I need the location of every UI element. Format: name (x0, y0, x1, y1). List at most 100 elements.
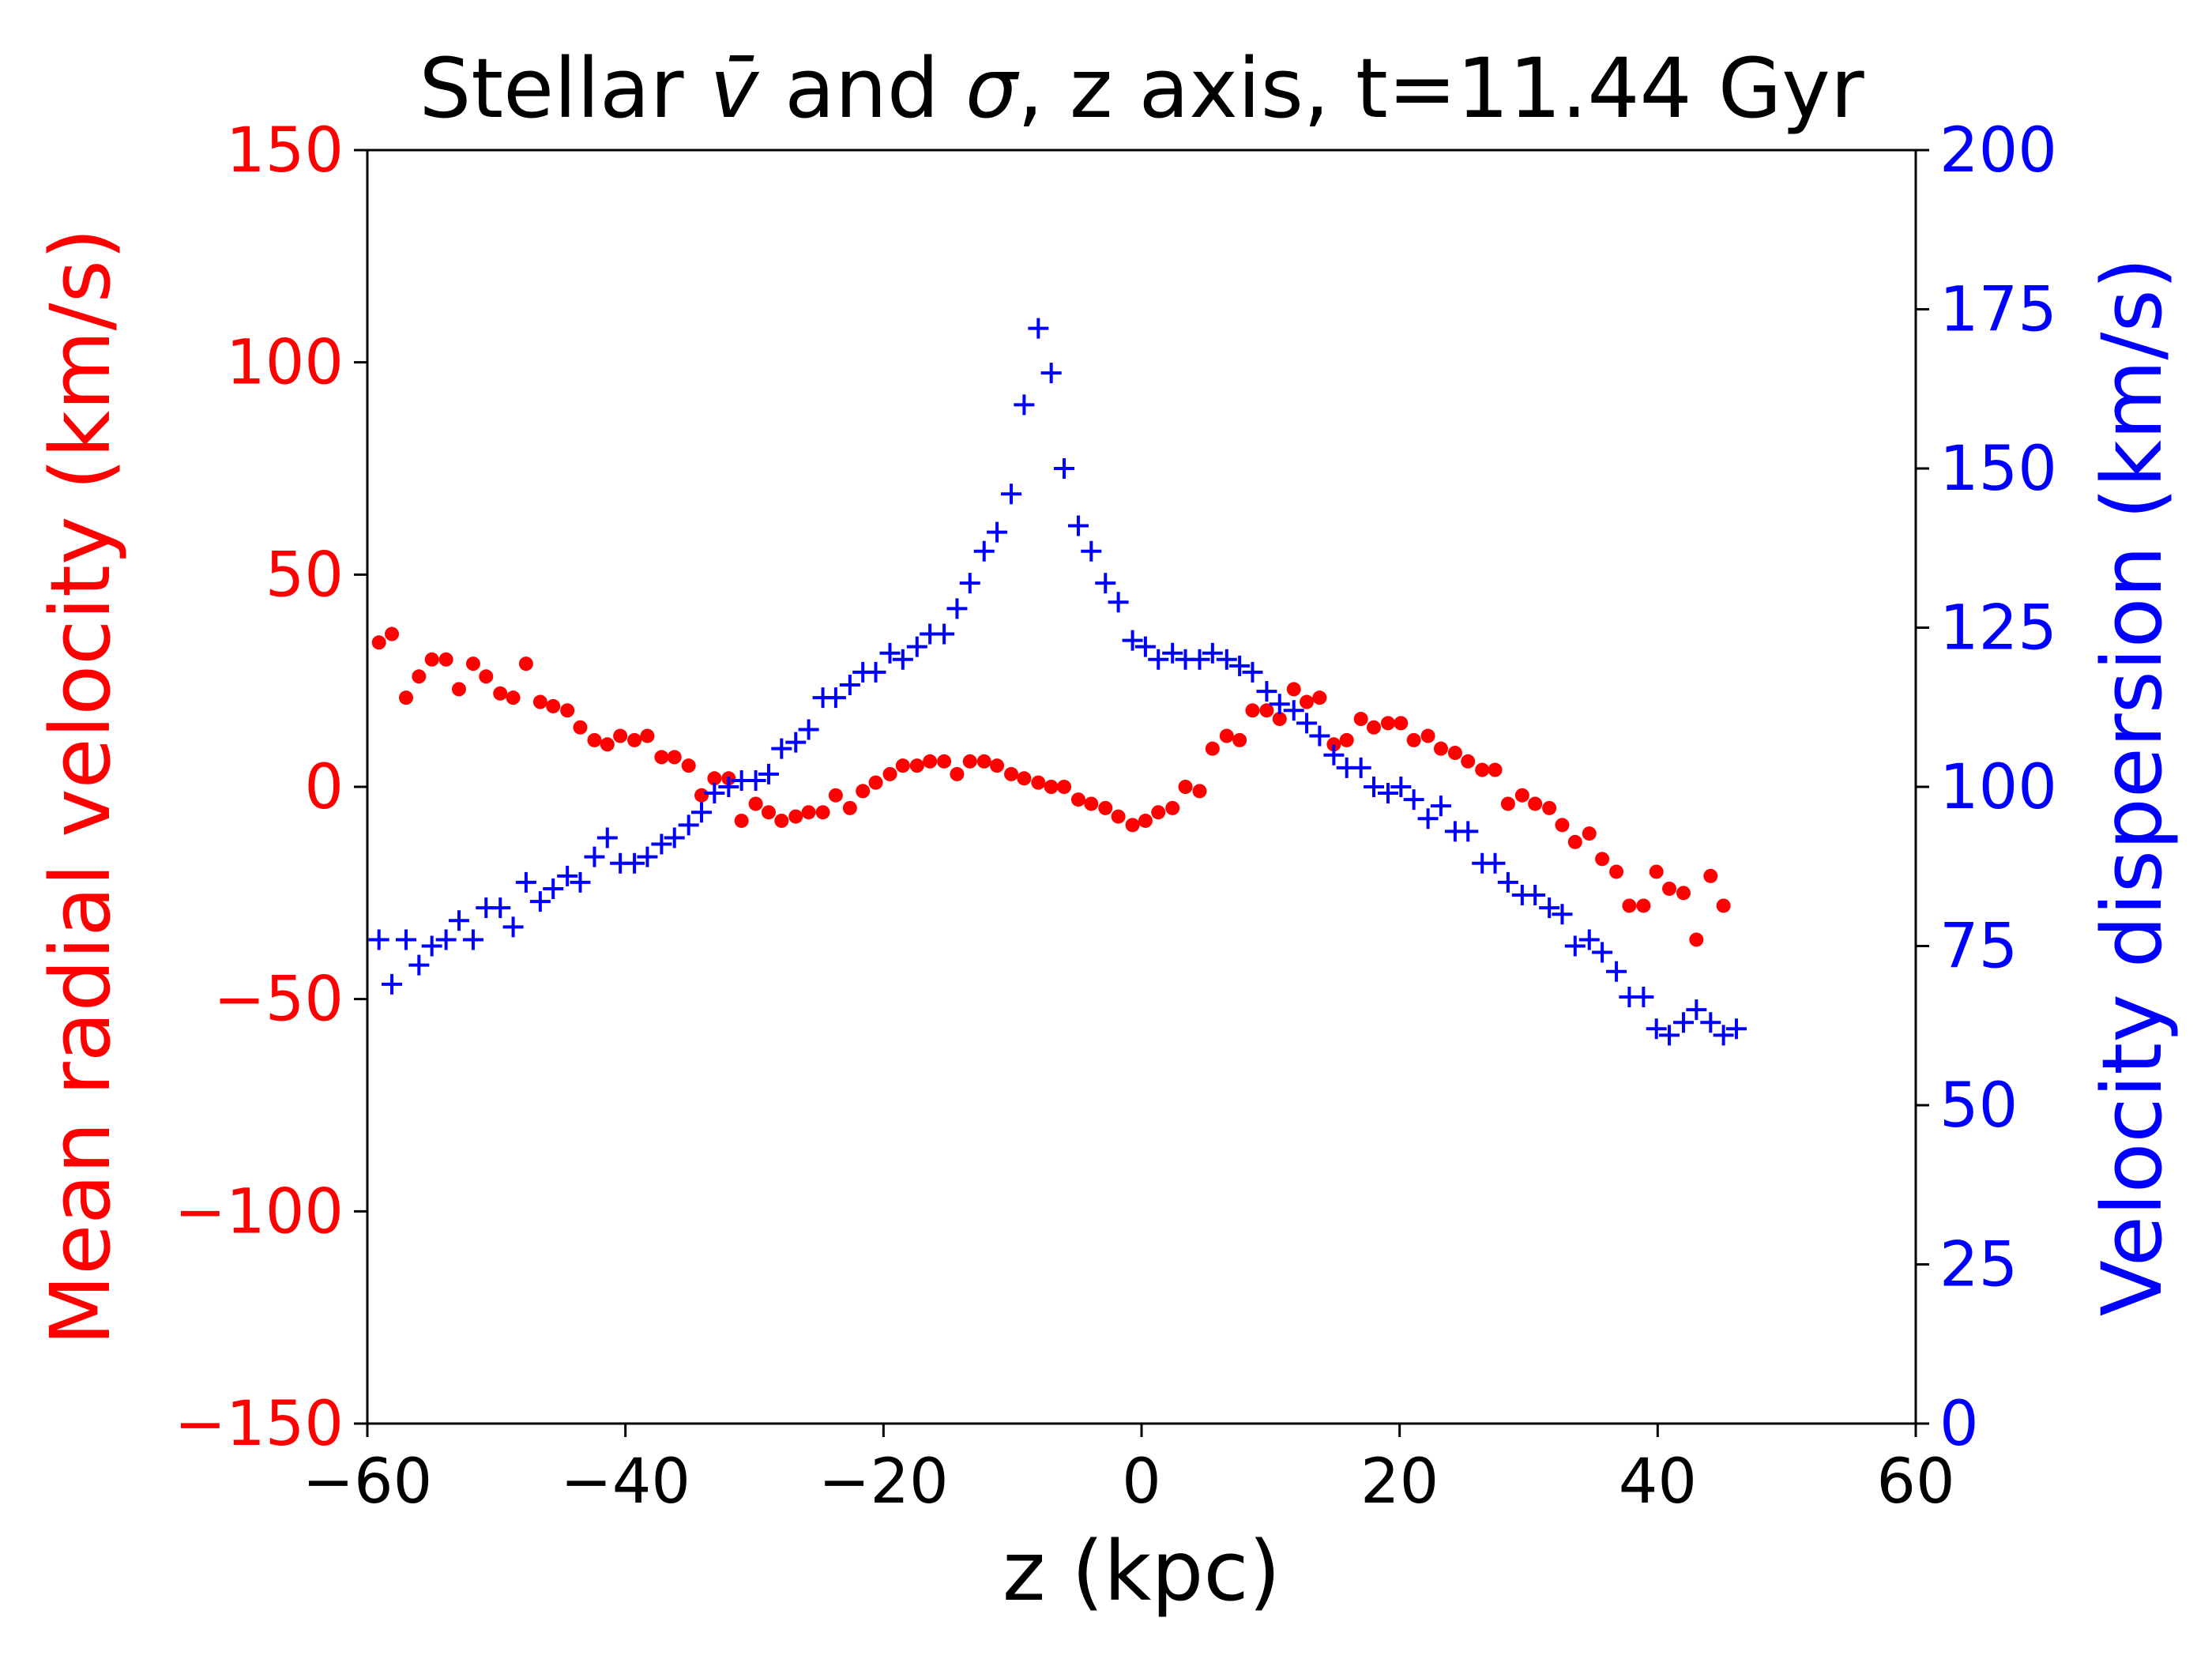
data-point-mean-velocity (438, 652, 453, 667)
data-point-mean-velocity (842, 800, 857, 815)
data-point-mean-velocity (734, 813, 749, 828)
data-point-velocity-dispersion (664, 827, 685, 848)
data-point-velocity-dispersion (785, 732, 807, 753)
data-point-mean-velocity (761, 805, 776, 820)
data-point-velocity-dispersion (1134, 636, 1156, 657)
data-point-velocity-dispersion (892, 649, 913, 670)
x-tick-label: 20 (1360, 1446, 1439, 1518)
data-point-mean-velocity (479, 669, 494, 684)
data-point-mean-velocity (801, 805, 816, 820)
data-point-mean-velocity (828, 788, 843, 803)
series-velocity-dispersion (368, 318, 1747, 1046)
y-left-tick-label: −100 (175, 1176, 344, 1247)
data-point-velocity-dispersion (1578, 929, 1600, 950)
data-point-mean-velocity (815, 805, 830, 820)
data-point-mean-velocity (1406, 732, 1421, 747)
data-point-velocity-dispersion (1364, 777, 1384, 797)
data-point-mean-velocity (1353, 712, 1368, 727)
y-right-tick-label: 200 (1939, 115, 2057, 186)
data-point-mean-velocity (976, 754, 991, 769)
data-point-velocity-dispersion (448, 910, 469, 931)
title-and: and (758, 40, 965, 137)
data-point-mean-velocity (774, 813, 789, 828)
data-point-velocity-dispersion (584, 846, 605, 867)
y-axis-label-left: Mean radial velocity (km/s) (32, 228, 129, 1346)
data-point-mean-velocity (1245, 703, 1260, 718)
data-point-mean-velocity (1622, 898, 1637, 913)
data-point-velocity-dispersion (906, 636, 927, 657)
data-point-velocity-dispersion (934, 623, 955, 645)
y-left-tick-label: 50 (265, 540, 344, 611)
data-point-mean-velocity (707, 771, 722, 786)
data-point-mean-velocity (654, 750, 669, 765)
data-point-mean-velocity (868, 775, 883, 790)
y-left-tick-label: −50 (213, 965, 344, 1036)
data-point-mean-velocity (600, 737, 615, 752)
data-point-mean-velocity (506, 690, 521, 705)
data-point-velocity-dispersion (1189, 649, 1210, 670)
data-point-velocity-dispersion (865, 661, 886, 683)
data-point-velocity-dispersion (382, 973, 403, 995)
data-point-mean-velocity (1420, 728, 1435, 743)
data-point-mean-velocity (1662, 881, 1677, 896)
data-point-velocity-dispersion (678, 814, 699, 836)
data-point-velocity-dispersion (879, 642, 901, 664)
data-point-velocity-dispersion (368, 929, 389, 950)
data-point-velocity-dispersion (624, 852, 645, 874)
data-point-velocity-dispersion (408, 954, 430, 976)
data-point-mean-velocity (424, 652, 439, 667)
data-point-mean-velocity (560, 703, 575, 718)
data-point-mean-velocity (1461, 754, 1476, 769)
y-right-tick-label: 125 (1939, 593, 2057, 664)
y-right-tick-label: 175 (1939, 275, 2057, 346)
data-point-velocity-dispersion (596, 827, 618, 848)
data-point-mean-velocity (613, 728, 628, 743)
data-point-velocity-dispersion (987, 521, 1008, 543)
data-point-velocity-dispersion (959, 573, 980, 594)
data-point-velocity-dispersion (1269, 694, 1290, 715)
data-point-velocity-dispersion (1148, 649, 1169, 670)
x-tick-label: −20 (818, 1446, 949, 1518)
data-point-mean-velocity (465, 656, 480, 672)
data-point-mean-velocity (587, 732, 602, 747)
data-point-mean-velocity (546, 698, 561, 713)
data-point-velocity-dispersion (1081, 540, 1102, 562)
data-point-mean-velocity (937, 754, 952, 769)
data-point-velocity-dispersion (529, 891, 551, 912)
data-point-mean-velocity (990, 758, 1005, 773)
data-point-mean-velocity (412, 669, 427, 684)
data-point-mean-velocity (1500, 796, 1515, 811)
data-point-velocity-dispersion (1592, 942, 1613, 963)
data-point-mean-velocity (451, 682, 466, 697)
data-point-mean-velocity (1433, 741, 1448, 756)
data-point-mean-velocity (1084, 796, 1099, 811)
data-point-mean-velocity (1286, 682, 1301, 697)
data-point-mean-velocity (1192, 784, 1207, 799)
data-point-mean-velocity (882, 766, 897, 781)
data-point-mean-velocity (1542, 800, 1557, 815)
title-suffix: , z axis, t=11.44 Gyr (1018, 40, 1864, 137)
data-point-mean-velocity (1125, 818, 1140, 833)
data-point-mean-velocity (1676, 886, 1691, 901)
x-tick-label: 60 (1876, 1446, 1954, 1518)
data-point-mean-velocity (1111, 809, 1126, 824)
data-point-mean-velocity (681, 758, 696, 773)
data-point-mean-velocity (748, 796, 763, 811)
data-point-mean-velocity (667, 750, 682, 765)
y-left-tick-label: 100 (226, 328, 344, 399)
data-point-mean-velocity (493, 686, 508, 701)
data-point-mean-velocity (1380, 716, 1395, 731)
y-right-tick-label: 50 (1939, 1070, 2018, 1142)
data-point-velocity-dispersion (1713, 1025, 1734, 1046)
data-point-velocity-dispersion (570, 871, 591, 893)
data-point-mean-velocity (1514, 788, 1529, 803)
series-mean-velocity (371, 626, 1731, 947)
data-point-mean-velocity (1595, 852, 1610, 867)
data-point-velocity-dispersion (1725, 1018, 1747, 1040)
data-point-velocity-dispersion (1229, 655, 1251, 676)
data-point-velocity-dispersion (490, 897, 511, 919)
data-point-velocity-dispersion (1216, 649, 1237, 670)
data-point-velocity-dispersion (718, 777, 739, 797)
data-point-velocity-dispersion (651, 833, 672, 855)
